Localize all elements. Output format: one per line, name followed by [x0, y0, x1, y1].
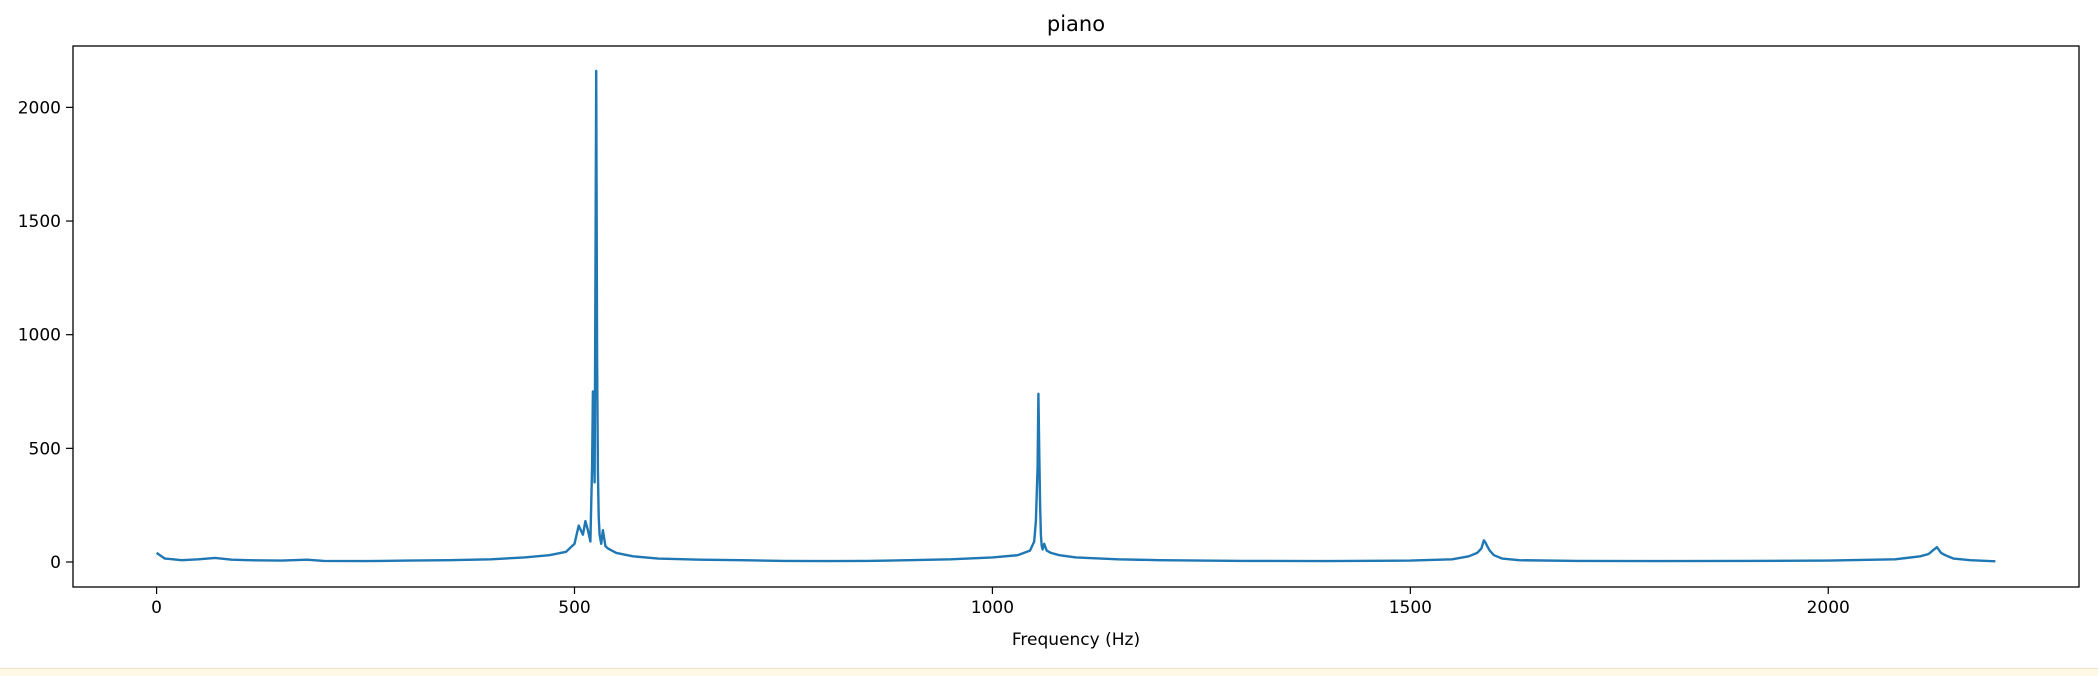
- notebook-output-border: [0, 668, 2098, 676]
- series-line-0: [155, 69, 1996, 563]
- y-tick-label: 500: [29, 439, 61, 459]
- y-tick-label: 0: [50, 553, 61, 573]
- x-tick-label: 0: [151, 598, 162, 618]
- plot-area: [155, 69, 1996, 563]
- x-tick-label: 2000: [1807, 598, 1850, 618]
- y-axis: 0 500 1000 1500 2000: [18, 98, 73, 573]
- chart-title: piano: [1047, 12, 1105, 36]
- x-axis: 0 500 1000 1500 2000: [151, 587, 1850, 618]
- axes-frame: [72, 45, 2080, 588]
- y-tick-label: 1000: [18, 326, 61, 346]
- y-tick-label: 1500: [18, 212, 61, 232]
- x-tick-label: 500: [558, 598, 590, 618]
- y-tick-label: 2000: [18, 98, 61, 118]
- x-axis-label: Frequency (Hz): [1012, 630, 1140, 650]
- x-tick-label: 1000: [971, 598, 1014, 618]
- x-tick-label: 1500: [1389, 598, 1432, 618]
